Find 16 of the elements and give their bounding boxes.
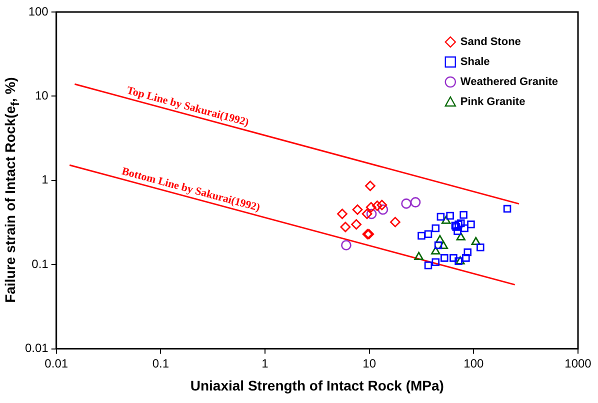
y-tick-label: 1 [42,172,49,187]
y-tick-label: 0.1 [32,256,49,271]
legend-label: Pink Granite [460,96,526,108]
y-tick-label: 10 [34,88,49,103]
x-axis-title: Uniaxial Strength of Intact Rock (MPa) [190,377,444,394]
x-tick-label: 0.01 [44,356,68,370]
x-tick-label: 10 [362,356,376,370]
x-tick-label: 100 [464,356,484,370]
legend-label: Weathered Granite [460,76,558,88]
y-tick-label: 100 [28,4,49,18]
legend-label: Sand Stone [460,36,521,48]
x-tick-label: 1 [262,356,269,370]
legend-label: Shale [460,56,490,68]
y-tick-label: 0.01 [24,341,49,356]
x-tick-label: 1000 [564,356,592,370]
x-tick-label: 0.1 [152,356,170,370]
